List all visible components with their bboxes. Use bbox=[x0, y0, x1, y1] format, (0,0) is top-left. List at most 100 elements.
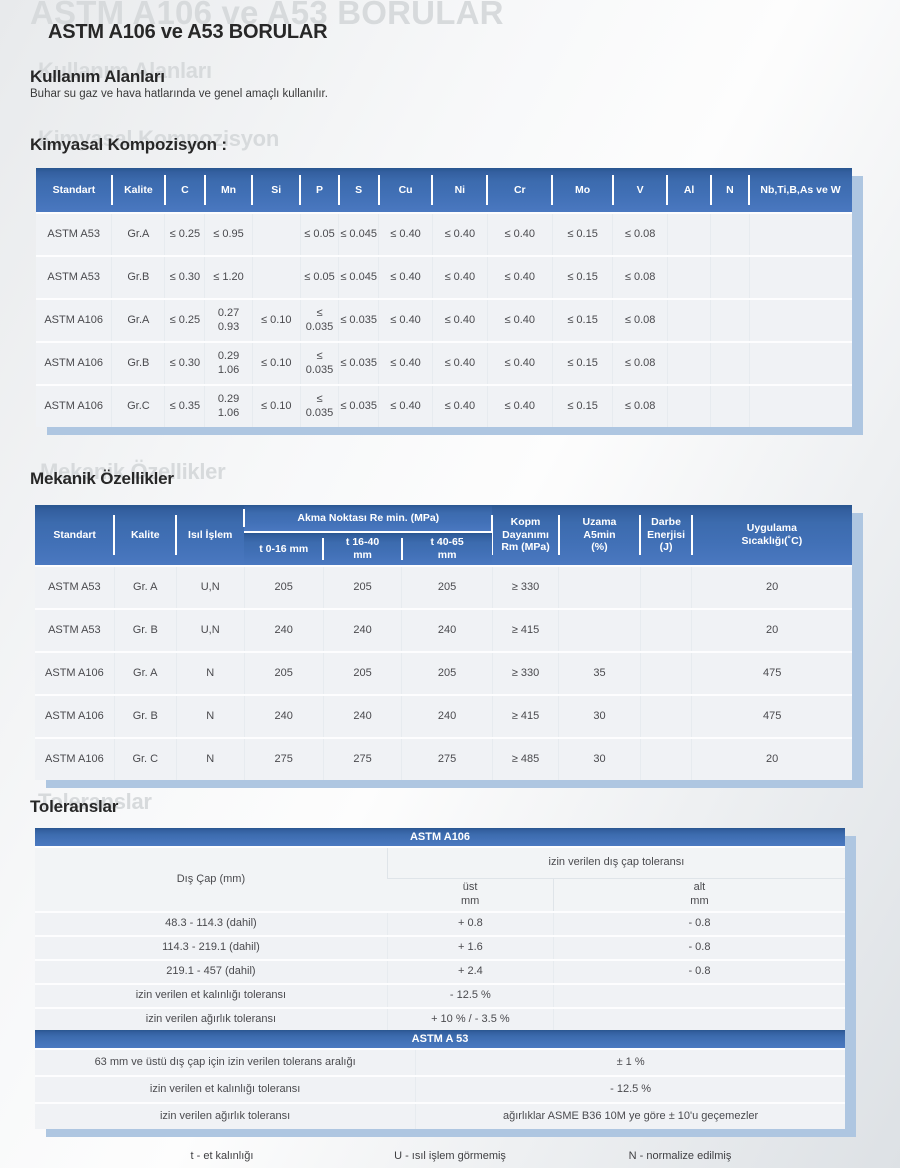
table-cell: 20 bbox=[691, 608, 852, 652]
column-group-akma-noktasi: Akma Noktası Re min. (MPa) bbox=[243, 505, 493, 533]
table-cell: 114.3 - 219.1 (dahil) bbox=[35, 935, 388, 960]
table-row: ASTM A106 Gr. B N 240 240 240 ≥ 415 30 475 bbox=[35, 694, 852, 738]
table-cell: ≤ 0.35 bbox=[164, 384, 205, 427]
table-row: izin verilen et kalınlığı toleransı - 12.… bbox=[35, 1075, 845, 1103]
table-cell bbox=[251, 212, 301, 256]
table-cell: ASTM A106 bbox=[35, 737, 115, 780]
table-cell: - 0.8 bbox=[552, 935, 845, 960]
chemical-table-header-row: Standart Kalite C Mn Si P S Cu Ni Cr Mo V Al N Nb,Ti,B… bbox=[36, 168, 852, 213]
table-cell: 63 mm ve üstü dış çap için izin verilen … bbox=[35, 1048, 416, 1076]
table-cell: 0.29 1.06 bbox=[204, 341, 253, 385]
table-row: ASTM A106 Gr.B ≤ 0.30 0.29 1.06 ≤ 0.10 ≤ 0.03… bbox=[36, 341, 852, 385]
table-cell: N bbox=[175, 737, 245, 780]
table-cell bbox=[558, 565, 641, 609]
table-cell: 30 bbox=[558, 694, 641, 738]
table-cell: 205 bbox=[401, 651, 493, 695]
table-cell: ≤ 0.40 bbox=[431, 298, 488, 342]
table-cell: ASTM A106 bbox=[35, 694, 115, 738]
table-cell: Gr. A bbox=[113, 565, 177, 609]
table-cell: ≤ 0.10 bbox=[251, 298, 301, 342]
table-cell bbox=[552, 983, 845, 1008]
table-cell: ≤ 0.30 bbox=[164, 255, 205, 299]
column-header-uzama: Uzama A5min (%) bbox=[557, 505, 641, 566]
mechanical-table-header-row-1: Standart Kalite Isıl İşlem Akma Noktası … bbox=[35, 505, 852, 566]
table-cell: ≥ 415 bbox=[491, 608, 559, 652]
table-cell: 30 bbox=[558, 737, 641, 780]
table-cell: Gr.A bbox=[111, 298, 165, 342]
table-cell: ≤ 0.40 bbox=[486, 212, 553, 256]
column-header: P bbox=[299, 168, 339, 213]
table-cell: ASTM A53 bbox=[36, 255, 112, 299]
table-cell: Gr.B bbox=[111, 255, 165, 299]
table-row: 48.3 - 114.3 (dahil) + 0.8- 0.8 bbox=[35, 911, 845, 936]
ghost-usage-heading: Kullanım Alanları bbox=[38, 58, 212, 83]
table-cell: + 0.8 bbox=[386, 911, 554, 936]
column-header: Nb,Ti,B,As ve W bbox=[748, 168, 852, 213]
table-cell: ≤ 0.40 bbox=[378, 384, 433, 427]
table-row: izin verilen et kalınlığı toleransı - 12.… bbox=[35, 983, 845, 1008]
tolerance-table-a106: ASTM A106 Dış Çap (mm) izin verilen dış … bbox=[35, 828, 845, 1031]
table-cell: ≤ 0.40 bbox=[486, 341, 553, 385]
usage-description: Buhar su gaz ve hava hatlarında ve genel… bbox=[30, 88, 328, 100]
table-cell: ≤ 0.40 bbox=[378, 298, 433, 342]
table-cell: ≤ 0.08 bbox=[612, 212, 668, 256]
table-cell: ≤ 0.40 bbox=[486, 298, 553, 342]
table-cell: 0.27 0.93 bbox=[204, 298, 253, 342]
table-cell: izin verilen et kalınlığı toleransı bbox=[35, 983, 388, 1008]
ghost-title: ASTM A106 ve A53 BORULAR bbox=[30, 0, 504, 31]
table-cell: 240 bbox=[243, 608, 324, 652]
table-cell: ≤ 0.40 bbox=[378, 212, 433, 256]
column-header: S bbox=[337, 168, 379, 213]
table-cell: izin verilen ağırlık toleransı bbox=[35, 1007, 388, 1031]
table-cell: ASTM A53 bbox=[36, 212, 112, 256]
table-cell bbox=[558, 608, 641, 652]
column-header-alt-mm: alt mm bbox=[552, 878, 845, 912]
column-header-t-40-65: t 40-65 mm bbox=[400, 532, 493, 566]
table-cell bbox=[639, 608, 692, 652]
table-cell: ≤ 0.15 bbox=[551, 255, 613, 299]
column-header-isil-islem: Isıl İşlem bbox=[175, 505, 245, 566]
table-cell: ≤ 0.40 bbox=[431, 384, 488, 427]
table-cell: - 12.5 % bbox=[415, 1075, 845, 1103]
page-title: ASTM A106 ve A53 BORULAR bbox=[48, 21, 328, 43]
table-cell: Gr. C bbox=[113, 737, 177, 780]
table-row: ASTM A53 Gr.A ≤ 0.25 ≤ 0.95 ≤ 0.05 ≤ 0.045 ≤ 0… bbox=[36, 212, 852, 256]
table-cell bbox=[710, 298, 750, 342]
table-cell: + 10 % / - 3.5 % bbox=[386, 1007, 554, 1031]
table-cell bbox=[710, 212, 750, 256]
table-row: izin verilen ağırlık toleransı ağırlıklar… bbox=[35, 1102, 845, 1129]
table-cell: Gr.C bbox=[111, 384, 165, 427]
table-cell: - 12.5 % bbox=[386, 983, 554, 1008]
table-cell: + 2.4 bbox=[386, 959, 554, 984]
table-cell: ≤ 0.40 bbox=[431, 255, 488, 299]
table-cell: 475 bbox=[691, 694, 852, 738]
table-cell: ≤ 0.15 bbox=[551, 341, 613, 385]
tolerance-table-a53: ASTM A 53 63 mm ve üstü dış çap için izi… bbox=[35, 1030, 845, 1129]
column-header: Cr bbox=[486, 168, 553, 213]
table-cell: ASTM A106 bbox=[36, 341, 112, 385]
table-cell: Gr. B bbox=[113, 694, 177, 738]
table-row: ASTM A106 Gr. A N 205 205 205 ≥ 330 35 475 bbox=[35, 651, 852, 695]
table-cell: ASTM A53 bbox=[35, 565, 115, 609]
ghost-chemical-heading: Kimyasal Kompozisyon bbox=[38, 126, 279, 151]
column-header: Mn bbox=[203, 168, 253, 213]
column-header: Standart bbox=[36, 168, 112, 213]
table-row: üst mm alt mm bbox=[35, 878, 845, 912]
column-header-t-16-40: t 16-40 mm bbox=[322, 532, 402, 566]
table-cell: ± 1 % bbox=[415, 1048, 845, 1076]
table-cell: ≤ 0.05 bbox=[299, 212, 339, 256]
table-cell bbox=[710, 384, 750, 427]
table-cell: ≤ 0.08 bbox=[612, 384, 668, 427]
table-cell: ≤ 0.035 bbox=[338, 298, 379, 342]
table-cell: Gr. A bbox=[113, 651, 177, 695]
column-header: V bbox=[611, 168, 668, 213]
table-cell bbox=[710, 341, 750, 385]
table-cell: - 0.8 bbox=[552, 911, 845, 936]
column-group-dis-cap-toleransi: izin verilen dış çap toleransı bbox=[386, 846, 845, 879]
table-cell: ≤ 0.10 bbox=[251, 384, 301, 427]
table-cell: 48.3 - 114.3 (dahil) bbox=[35, 911, 388, 936]
table-cell: ≤ 0.08 bbox=[612, 255, 668, 299]
table-cell: ≤ 0.08 bbox=[612, 341, 668, 385]
table-row: 219.1 - 457 (dahil) + 2.4- 0.8 bbox=[35, 959, 845, 984]
footnote-u: U - ısıl işlem görmemiş bbox=[394, 1150, 506, 1162]
